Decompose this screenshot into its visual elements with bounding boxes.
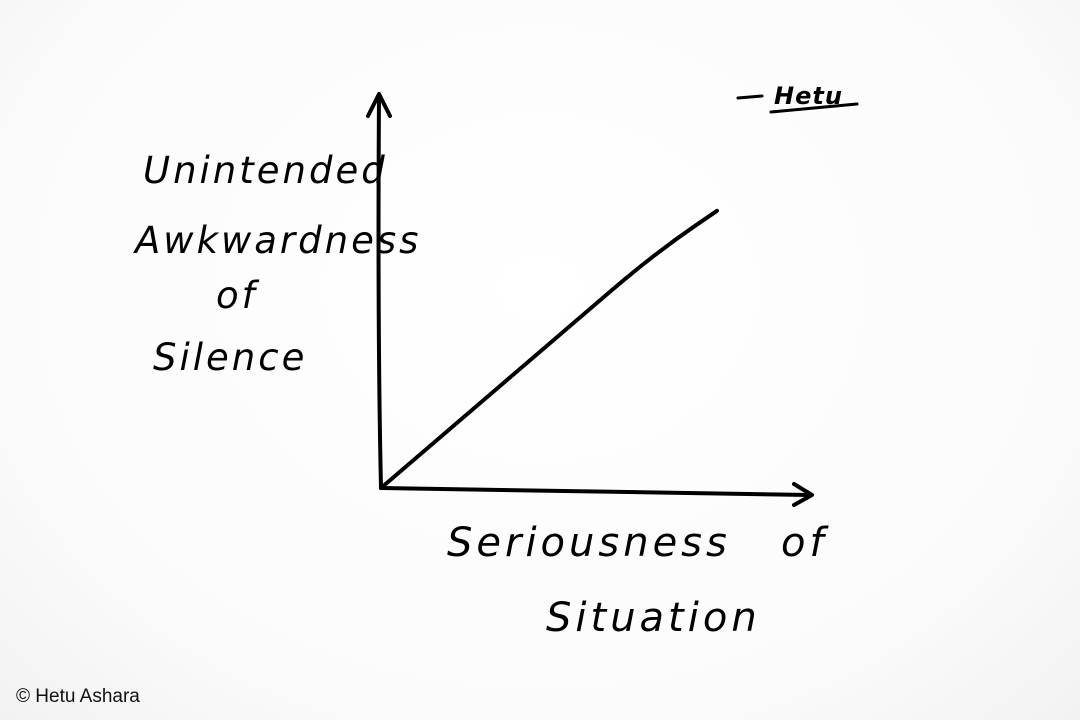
y-axis-label-line-1: Unintended — [143, 149, 388, 192]
signature-underline — [769, 102, 859, 114]
signature-dash — [736, 94, 764, 100]
x-axis-label-line-1: Seriousness of — [447, 520, 829, 566]
x-axis — [379, 486, 812, 497]
y-axis-arrowhead — [366, 92, 392, 118]
signature: Hetu — [736, 82, 859, 114]
y-axis — [376, 94, 383, 490]
x-axis-label-line-2: Situation — [546, 595, 761, 641]
y-axis-label-line-2: Awkwardness — [133, 219, 421, 262]
y-axis-label-line-4: Silence — [153, 336, 307, 379]
series-line — [379, 208, 719, 490]
x-axis-arrowhead — [792, 482, 814, 507]
y-axis-label: Unintended Awkwardness of Silence — [133, 149, 421, 379]
copyright-notice: © Hetu Ashara — [16, 686, 140, 707]
x-axis-label: Seriousness of Situation — [447, 520, 829, 641]
y-axis-label-line-3: of — [216, 274, 260, 317]
